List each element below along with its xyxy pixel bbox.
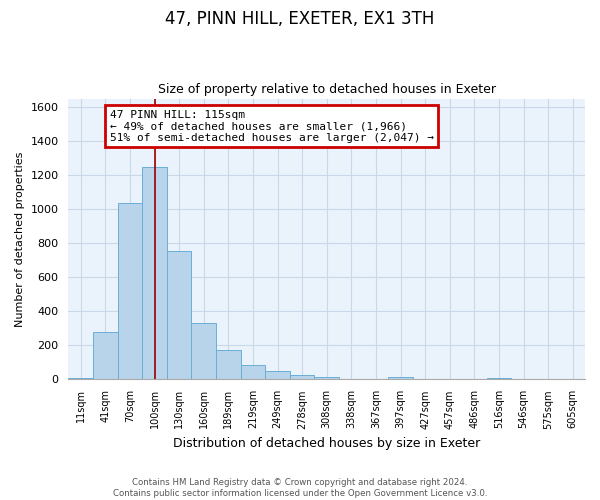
Bar bbox=[191, 324, 216, 380]
Bar bbox=[93, 332, 118, 380]
X-axis label: Distribution of detached houses by size in Exeter: Distribution of detached houses by size … bbox=[173, 437, 481, 450]
Title: Size of property relative to detached houses in Exeter: Size of property relative to detached ho… bbox=[158, 83, 496, 96]
Bar bbox=[118, 204, 142, 380]
Text: 47, PINN HILL, EXETER, EX1 3TH: 47, PINN HILL, EXETER, EX1 3TH bbox=[166, 10, 434, 28]
Bar bbox=[388, 377, 413, 380]
Bar bbox=[216, 350, 241, 380]
Bar bbox=[339, 378, 364, 380]
Bar bbox=[142, 166, 167, 380]
Bar bbox=[265, 371, 290, 380]
Text: Contains HM Land Registry data © Crown copyright and database right 2024.
Contai: Contains HM Land Registry data © Crown c… bbox=[113, 478, 487, 498]
Bar bbox=[68, 378, 93, 380]
Bar bbox=[314, 377, 339, 380]
Bar bbox=[487, 378, 511, 380]
Y-axis label: Number of detached properties: Number of detached properties bbox=[15, 152, 25, 326]
Bar bbox=[241, 365, 265, 380]
Bar bbox=[560, 378, 585, 380]
Bar bbox=[290, 374, 314, 380]
Text: 47 PINN HILL: 115sqm
← 49% of detached houses are smaller (1,966)
51% of semi-de: 47 PINN HILL: 115sqm ← 49% of detached h… bbox=[110, 110, 434, 143]
Bar bbox=[167, 251, 191, 380]
